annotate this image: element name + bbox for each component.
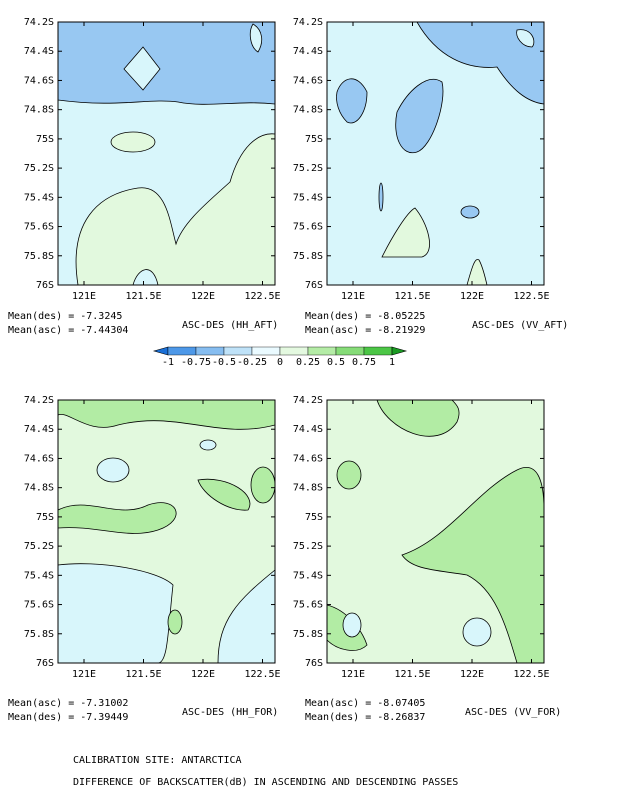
- y-tick-label: 74.6S: [293, 453, 323, 464]
- x-tick-label: 122.5E: [244, 669, 280, 680]
- y-tick-label: 74.6S: [24, 453, 54, 464]
- x-tick-label: 121E: [341, 669, 365, 680]
- colorbar-swatch: [363, 346, 393, 356]
- y-tick-label: 76S: [36, 658, 54, 669]
- x-tick-label: 121.5E: [125, 291, 161, 302]
- y-tick-label: 75.2S: [24, 541, 54, 552]
- x-tick-label: 122.5E: [244, 291, 280, 302]
- x-tick-label: 121.5E: [394, 669, 430, 680]
- panel-label: ASC-DES (HH_AFT): [182, 320, 278, 331]
- y-tick-label: 75.8S: [24, 251, 54, 262]
- mean-text: Mean(asc) = -7.44304: [8, 325, 128, 336]
- colorbar-swatch: [223, 346, 253, 356]
- y-tick-label: 75.8S: [24, 629, 54, 640]
- colorbar-label: 1: [389, 357, 395, 368]
- colorbar-swatch: [279, 346, 309, 356]
- colorbar-label: 0.75: [352, 357, 376, 368]
- colorbar-label: 0.25: [296, 357, 320, 368]
- mean-text: Mean(des) = -8.05225: [305, 311, 425, 322]
- colorbar-label: 0.5: [327, 357, 345, 368]
- y-tick-label: 75S: [305, 512, 323, 523]
- x-tick-label: 121.5E: [394, 291, 430, 302]
- y-tick-label: 75S: [305, 134, 323, 145]
- plot-frame: [326, 21, 545, 286]
- colorbar-label: 0: [277, 357, 283, 368]
- plot-frame: [326, 399, 545, 664]
- y-tick-label: 74.4S: [24, 424, 54, 435]
- x-tick-label: 122E: [191, 291, 215, 302]
- y-tick-label: 74.8S: [293, 483, 323, 494]
- y-tick-label: 75.8S: [293, 629, 323, 640]
- y-tick-label: 76S: [36, 280, 54, 291]
- y-tick-label: 75.4S: [24, 192, 54, 203]
- y-tick-label: 74.6S: [24, 75, 54, 86]
- panel-label: ASC-DES (VV_AFT): [472, 320, 568, 331]
- colorbar-end: [391, 346, 408, 356]
- colorbar-end: [152, 346, 169, 356]
- colorbar-label: -0.25: [237, 357, 267, 368]
- y-tick-label: 74.2S: [293, 17, 323, 28]
- y-tick-label: 74.2S: [293, 395, 323, 406]
- mean-text: Mean(des) = -7.3245: [8, 311, 122, 322]
- x-tick-label: 122E: [460, 291, 484, 302]
- y-tick-label: 74.4S: [293, 46, 323, 57]
- y-tick-label: 75.2S: [24, 163, 54, 174]
- y-tick-label: 75.4S: [24, 570, 54, 581]
- plot-frame: [57, 399, 276, 664]
- footer-text: CALIBRATION SITE: ANTARCTICA: [73, 755, 242, 766]
- y-tick-label: 75.8S: [293, 251, 323, 262]
- y-tick-label: 74.8S: [24, 483, 54, 494]
- y-tick-label: 76S: [305, 280, 323, 291]
- colorbar-swatch: [307, 346, 337, 356]
- y-tick-label: 75.4S: [293, 570, 323, 581]
- x-tick-label: 122.5E: [513, 669, 549, 680]
- y-tick-label: 75.6S: [293, 600, 323, 611]
- y-tick-label: 75S: [36, 512, 54, 523]
- colorbar-swatch: [251, 346, 281, 356]
- mean-text: Mean(des) = -8.26837: [305, 712, 425, 723]
- contour-panel: [327, 22, 544, 285]
- x-tick-label: 121E: [72, 669, 96, 680]
- contour-panel: [58, 22, 275, 285]
- y-tick-label: 74.2S: [24, 17, 54, 28]
- y-tick-label: 75.6S: [24, 222, 54, 233]
- mean-text: Mean(des) = -7.39449: [8, 712, 128, 723]
- colorbar-label: -1: [162, 357, 174, 368]
- mean-text: Mean(asc) = -8.21929: [305, 325, 425, 336]
- x-tick-label: 122E: [191, 669, 215, 680]
- mean-text: Mean(asc) = -7.31002: [8, 698, 128, 709]
- colorbar-swatch: [167, 346, 197, 356]
- x-tick-label: 121.5E: [125, 669, 161, 680]
- y-tick-label: 75S: [36, 134, 54, 145]
- y-tick-label: 74.2S: [24, 395, 54, 406]
- plot-frame: [57, 21, 276, 286]
- y-tick-label: 76S: [305, 658, 323, 669]
- x-tick-label: 121E: [341, 291, 365, 302]
- contour-panel: [327, 400, 544, 663]
- y-tick-label: 74.4S: [293, 424, 323, 435]
- panel-label: ASC-DES (HH_FOR): [182, 707, 278, 718]
- mean-text: Mean(asc) = -8.07405: [305, 698, 425, 709]
- colorbar-label: -0.75: [181, 357, 211, 368]
- colorbar: -1 -0.75 -0.5 -0.25 0 0.25 0.5 0.75 1: [152, 346, 408, 368]
- y-tick-label: 75.6S: [24, 600, 54, 611]
- colorbar-swatch: [195, 346, 225, 356]
- colorbar-swatch: [335, 346, 365, 356]
- y-tick-label: 74.8S: [24, 105, 54, 116]
- x-tick-label: 122.5E: [513, 291, 549, 302]
- y-tick-label: 75.2S: [293, 163, 323, 174]
- x-tick-label: 122E: [460, 669, 484, 680]
- colorbar-label: -0.5: [212, 357, 236, 368]
- x-tick-label: 121E: [72, 291, 96, 302]
- y-tick-label: 74.8S: [293, 105, 323, 116]
- y-tick-label: 74.6S: [293, 75, 323, 86]
- y-tick-label: 74.4S: [24, 46, 54, 57]
- footer-text: DIFFERENCE OF BACKSCATTER(dB) IN ASCENDI…: [73, 777, 458, 788]
- y-tick-label: 75.6S: [293, 222, 323, 233]
- contour-panel: [58, 400, 275, 663]
- y-tick-label: 75.2S: [293, 541, 323, 552]
- y-tick-label: 75.4S: [293, 192, 323, 203]
- panel-label: ASC-DES (VV_FOR): [465, 707, 561, 718]
